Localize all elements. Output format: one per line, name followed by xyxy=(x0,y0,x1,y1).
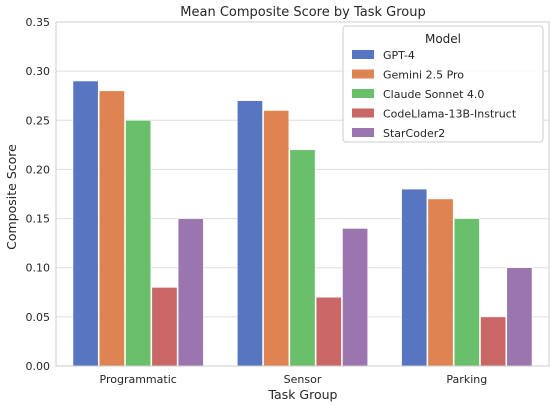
y-tick-label: 0.25 xyxy=(26,114,51,127)
legend-swatch xyxy=(352,128,374,137)
bar xyxy=(315,296,342,367)
legend-label: StarCoder2 xyxy=(383,127,445,140)
bar xyxy=(98,90,125,367)
y-axis-label: Composite Score xyxy=(4,144,19,250)
y-tick-label: 0.20 xyxy=(26,163,51,176)
bar xyxy=(289,149,316,367)
x-axis-label: Task Group xyxy=(267,387,337,402)
legend-swatch xyxy=(352,69,374,79)
legend-box xyxy=(342,25,544,143)
bar xyxy=(480,316,507,367)
bar xyxy=(72,80,99,367)
bar xyxy=(125,119,152,367)
bar xyxy=(453,218,480,367)
y-tick-label: 0.00 xyxy=(26,360,51,373)
legend-items: GPT-4 Gemini 2.5 Pro Claude Sonnet 4.0 Code… xyxy=(352,49,517,140)
legend: Model GPT-4 Gemini 2.5 Pro Claude Sonnet 4… xyxy=(342,25,544,143)
bar xyxy=(151,287,178,367)
y-tick-label: 0.05 xyxy=(26,311,51,324)
legend-swatch xyxy=(352,89,374,98)
x-tick-label: Parking xyxy=(446,373,487,386)
bar xyxy=(342,228,369,367)
legend-label: GPT-4 xyxy=(383,49,415,62)
y-tick-labels: 0.00 0.05 0.10 0.15 0.20 0.25 0.30 0.35 xyxy=(26,16,51,373)
legend-label: CodeLlama-13B-Instruct xyxy=(383,108,517,121)
bar xyxy=(506,267,533,367)
x-tick-label: Programmatic xyxy=(100,373,177,386)
bar xyxy=(401,188,428,367)
bar xyxy=(177,218,204,367)
legend-swatch xyxy=(352,50,374,59)
legend-swatch xyxy=(352,108,374,118)
x-tick-labels: Programmatic Sensor Parking xyxy=(100,373,488,386)
y-tick-label: 0.30 xyxy=(26,65,51,78)
bar xyxy=(263,110,290,367)
legend-label: Gemini 2.5 Pro xyxy=(383,69,464,82)
y-tick-label: 0.10 xyxy=(26,262,51,275)
y-tick-label: 0.15 xyxy=(26,213,51,226)
bar xyxy=(427,198,454,367)
x-tick-label: Sensor xyxy=(284,373,322,386)
chart-title: Mean Composite Score by Task Group xyxy=(180,5,425,20)
y-tick-label: 0.35 xyxy=(26,16,51,29)
legend-title: Model xyxy=(425,32,461,46)
plot-frame xyxy=(55,21,550,367)
bars xyxy=(72,80,533,367)
legend-label: Claude Sonnet 4.0 xyxy=(383,88,484,101)
bar xyxy=(236,100,263,367)
